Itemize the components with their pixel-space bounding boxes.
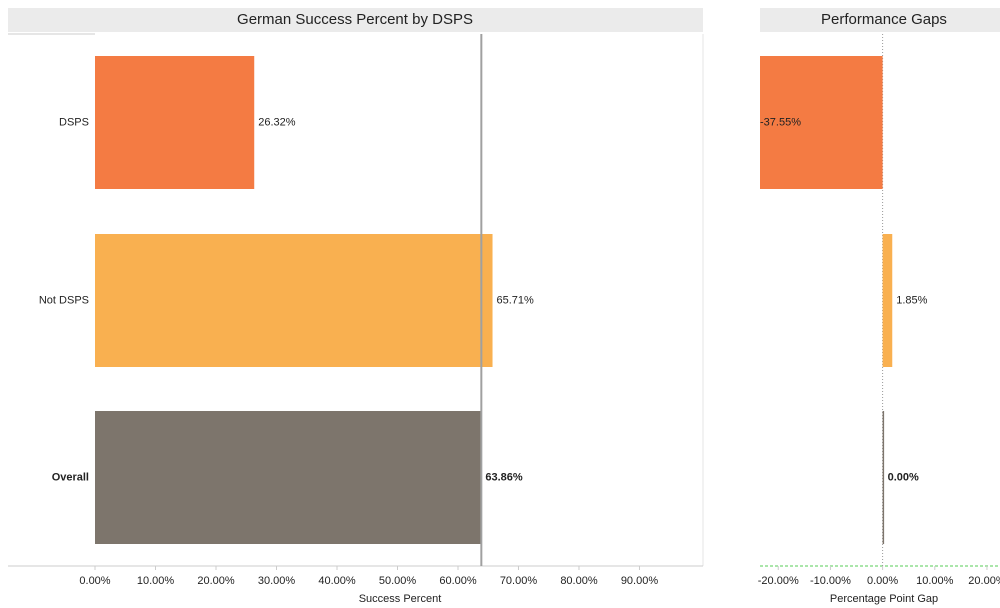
bar xyxy=(95,234,493,367)
value-label: 1.85% xyxy=(896,294,927,306)
x-tick-label: 0.00% xyxy=(79,575,110,587)
x-tick-label: 80.00% xyxy=(560,575,598,587)
value-label: 26.32% xyxy=(258,116,296,128)
x-axis-title: Success Percent xyxy=(359,593,442,605)
y-tick-label: Not DSPS xyxy=(39,294,89,306)
bar xyxy=(882,411,885,544)
x-tick-label: 20.00% xyxy=(197,575,235,587)
x-tick-label: 90.00% xyxy=(621,575,659,587)
x-tick-label: -10.00% xyxy=(810,575,851,587)
chart-title: German Success Percent by DSPS xyxy=(237,11,473,28)
value-label: 63.86% xyxy=(485,471,523,483)
y-tick-label: DSPS xyxy=(59,116,89,128)
x-tick-label: 10.00% xyxy=(916,575,954,587)
x-tick-label: 20.00% xyxy=(968,575,1000,587)
x-tick-label: 50.00% xyxy=(379,575,417,587)
chart-title: Performance Gaps xyxy=(821,11,947,28)
x-tick-label: 0.00% xyxy=(867,575,898,587)
x-tick-label: 60.00% xyxy=(439,575,477,587)
x-tick-label: 40.00% xyxy=(318,575,356,587)
x-tick-label: 30.00% xyxy=(258,575,296,587)
title-bar xyxy=(760,8,1000,32)
title-bar xyxy=(8,8,703,32)
value-label: -37.55% xyxy=(760,116,801,128)
value-label: 0.00% xyxy=(888,471,919,483)
bar xyxy=(882,234,893,367)
x-tick-label: 70.00% xyxy=(500,575,538,587)
bar xyxy=(95,411,482,544)
y-tick-label: Overall xyxy=(52,471,89,483)
bar xyxy=(95,56,255,189)
x-tick-label: -20.00% xyxy=(758,575,799,587)
bar xyxy=(760,56,883,189)
value-label: 65.71% xyxy=(497,294,535,306)
x-axis-title: Percentage Point Gap xyxy=(830,593,938,605)
x-tick-label: 10.00% xyxy=(137,575,175,587)
